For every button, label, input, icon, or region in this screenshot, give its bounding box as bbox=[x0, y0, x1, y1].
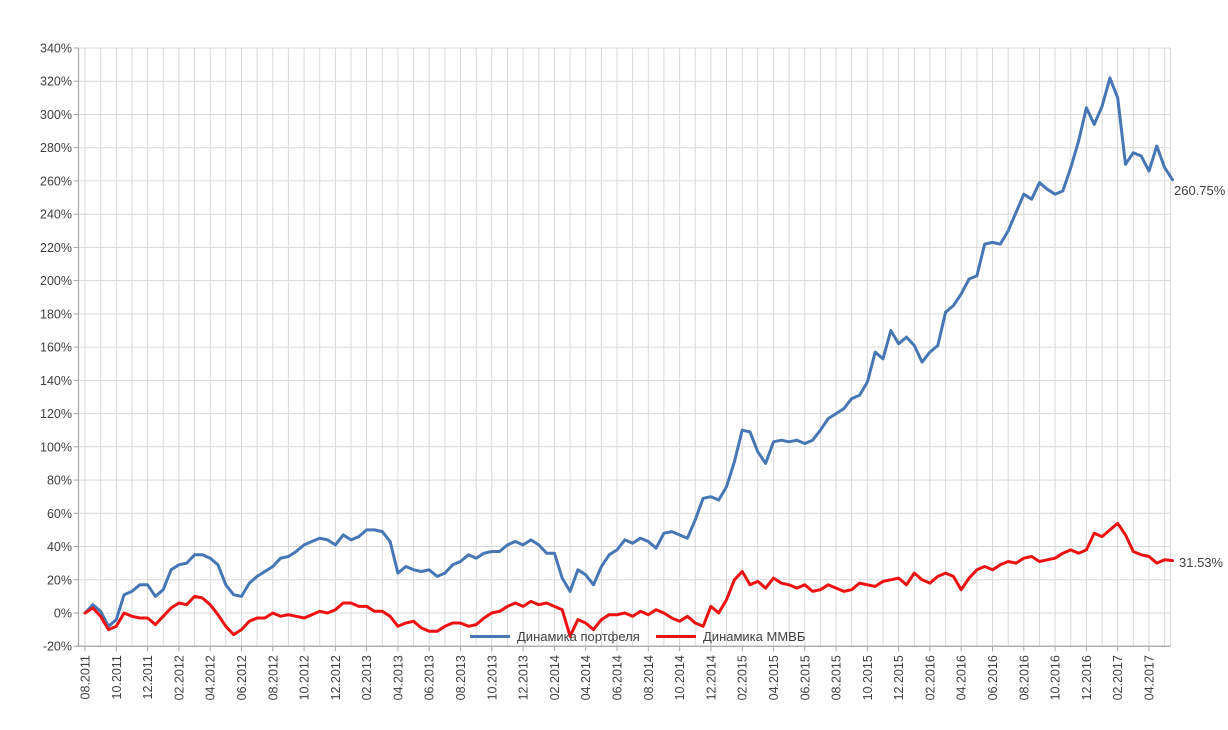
y-axis-tick-label: 60% bbox=[47, 507, 72, 521]
x-axis-tick-label: 04.2016 bbox=[955, 655, 969, 700]
gridlines bbox=[78, 47, 1171, 647]
axes bbox=[73, 47, 1171, 652]
x-axis-tick-label: 10.2016 bbox=[1049, 655, 1063, 700]
x-axis-tick-label: 12.2014 bbox=[704, 655, 718, 700]
legend-item-micex: Динамика ММВБ bbox=[656, 629, 805, 644]
y-axis-tick-label: 320% bbox=[40, 75, 72, 89]
y-axis-tick-label: 240% bbox=[40, 208, 72, 222]
y-axis-tick-label: 220% bbox=[40, 241, 72, 255]
x-axis-tick-label: 08.2015 bbox=[830, 655, 844, 700]
x-axis-tick-label: 06.2012 bbox=[235, 655, 249, 700]
x-axis-tick-label: 08.2012 bbox=[266, 655, 280, 700]
x-axis-tick-label: 10.2011 bbox=[110, 655, 124, 699]
y-axis-tick-label: 260% bbox=[40, 174, 72, 188]
x-axis-tick-label: 06.2016 bbox=[986, 655, 1000, 700]
portfolio-series-line bbox=[83, 76, 1174, 628]
x-axis-labels: 08.2011 10.2011 12.2011 02.2012 04.2012 06.20… bbox=[79, 655, 1157, 700]
x-axis-tick-label: 08.2013 bbox=[454, 655, 468, 700]
legend-item-portfolio: Динамика портфеля bbox=[470, 629, 640, 644]
x-axis-tick-label: 10.2012 bbox=[298, 655, 312, 700]
x-axis-tick-label: 04.2015 bbox=[767, 655, 781, 700]
legend-label-portfolio: Динамика портфеля bbox=[517, 629, 640, 644]
y-axis-tick-label: 280% bbox=[40, 141, 72, 155]
y-axis-tick-label: 100% bbox=[40, 440, 72, 454]
x-axis-tick-label: 08.2014 bbox=[642, 655, 656, 700]
y-axis-tick-label: 80% bbox=[47, 474, 72, 488]
x-axis-tick-label: 02.2013 bbox=[360, 655, 374, 700]
micex-line-swatch-icon bbox=[656, 635, 696, 638]
y-axis-tick-label: 200% bbox=[40, 274, 72, 288]
x-axis-tick-label: 04.2017 bbox=[1143, 655, 1157, 700]
x-axis-tick-label: 12.2016 bbox=[1080, 655, 1094, 700]
x-axis-tick-label: 04.2014 bbox=[579, 655, 593, 700]
y-axis-tick-label: 0% bbox=[54, 607, 72, 621]
portfolio-end-value-label: 260.75% bbox=[1174, 183, 1226, 198]
x-axis-tick-label: 02.2014 bbox=[548, 655, 562, 700]
portfolio-line-swatch-icon bbox=[470, 635, 510, 638]
x-axis-tick-label: 08.2016 bbox=[1017, 655, 1031, 700]
x-axis-tick-label: 10.2015 bbox=[861, 655, 875, 700]
y-axis-tick-label: 180% bbox=[40, 307, 72, 321]
y-axis-tick-label: 340% bbox=[40, 42, 72, 56]
legend-label-micex: Динамика ММВБ bbox=[703, 629, 806, 644]
x-axis-tick-label: 06.2014 bbox=[611, 655, 625, 700]
y-axis-tick-label: 300% bbox=[40, 108, 72, 122]
y-axis-tick-label: 120% bbox=[40, 407, 72, 421]
y-axis-tick-label: 160% bbox=[40, 341, 72, 355]
y-axis-tick-label: -20% bbox=[43, 640, 72, 654]
micex-series-line bbox=[83, 521, 1174, 638]
x-axis-tick-label: 10.2014 bbox=[673, 655, 687, 700]
y-axis-tick-label: 140% bbox=[40, 374, 72, 388]
x-axis-tick-label: 12.2011 bbox=[141, 655, 155, 699]
x-axis-tick-label: 10.2013 bbox=[485, 655, 499, 700]
x-axis-tick-label: 04.2013 bbox=[391, 655, 405, 700]
x-axis-tick-label: 12.2012 bbox=[329, 655, 343, 700]
x-axis-tick-label: 04.2012 bbox=[204, 655, 218, 700]
x-axis-tick-label: 02.2012 bbox=[172, 655, 186, 700]
y-axis-tick-label: 20% bbox=[47, 573, 72, 587]
x-axis-tick-label: 08.2011 bbox=[79, 655, 93, 699]
x-axis-tick-label: 02.2016 bbox=[923, 655, 937, 700]
x-axis-tick-label: 06.2013 bbox=[423, 655, 437, 700]
x-axis-tick-label: 06.2015 bbox=[798, 655, 812, 700]
y-axis-labels: -20% 0% 20% 40% 60% 80% 100% 120% 140% 160% 180% 20… bbox=[40, 42, 72, 654]
x-axis-tick-label: 12.2013 bbox=[517, 655, 531, 700]
x-axis-tick-label: 02.2015 bbox=[736, 655, 750, 700]
y-axis-tick-label: 40% bbox=[47, 540, 72, 554]
x-axis-tick-label: 12.2015 bbox=[892, 655, 906, 700]
x-axis-tick-label: 02.2017 bbox=[1111, 655, 1125, 700]
micex-end-value-label: 31.53% bbox=[1179, 555, 1224, 570]
